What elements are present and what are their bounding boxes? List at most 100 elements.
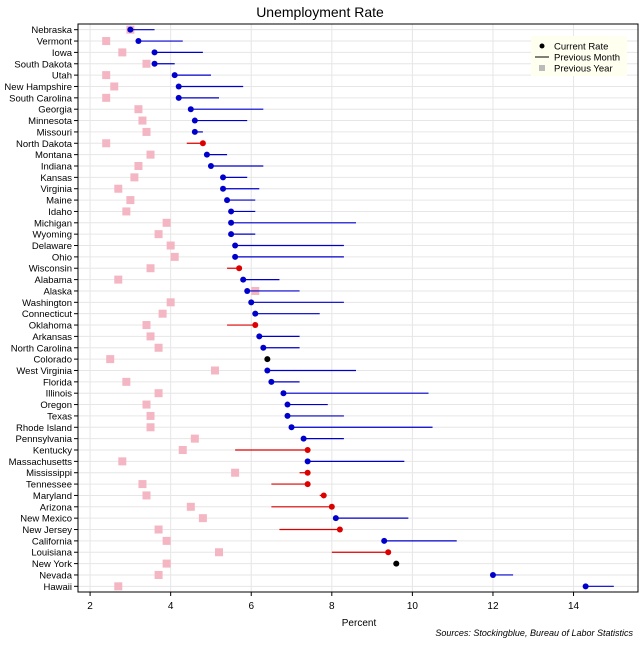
- current-rate-dot: [228, 231, 235, 238]
- current-rate-dot: [284, 412, 291, 419]
- previous-year-marker: [210, 366, 219, 375]
- legend-dot-marker: [539, 43, 545, 49]
- y-tick-label: Michigan: [34, 218, 72, 229]
- source-note: Sources: Stockingblue, Bureau of Labor S…: [435, 628, 633, 638]
- x-tick-label: 10: [407, 601, 419, 612]
- current-rate-dot: [304, 458, 311, 465]
- current-rate-dot: [228, 208, 235, 215]
- previous-year-marker: [158, 309, 167, 318]
- previous-year-marker: [170, 252, 179, 261]
- current-rate-dot: [151, 60, 158, 67]
- current-rate-dot: [260, 344, 267, 351]
- current-rate-dot: [240, 276, 247, 283]
- previous-year-marker: [154, 570, 163, 579]
- x-tick-label: 2: [87, 601, 93, 612]
- previous-year-marker: [102, 71, 111, 80]
- current-rate-dot: [220, 174, 227, 181]
- x-axis-label: Percent: [342, 618, 377, 629]
- current-rate-dot: [203, 151, 210, 158]
- y-tick-label: Connecticut: [22, 309, 73, 320]
- y-tick-label: Alaska: [43, 286, 72, 297]
- y-tick-label: New Hampshire: [4, 82, 72, 93]
- previous-year-marker: [114, 582, 123, 591]
- y-tick-label: West Virginia: [16, 366, 72, 377]
- current-rate-dot: [127, 26, 134, 33]
- current-rate-dot: [300, 435, 307, 442]
- y-tick-label: Oregon: [40, 400, 72, 411]
- y-tick-label: Maine: [46, 196, 72, 207]
- current-rate-dot: [199, 140, 206, 147]
- y-tick-label: Kentucky: [33, 446, 72, 457]
- previous-year-marker: [186, 502, 195, 511]
- previous-year-marker: [198, 514, 207, 523]
- y-tick-label: Mississippi: [26, 468, 72, 479]
- previous-year-marker: [142, 127, 151, 136]
- current-rate-dot: [393, 560, 400, 567]
- current-rate-dot: [264, 367, 271, 374]
- y-tick-label: North Dakota: [16, 139, 73, 150]
- previous-year-marker: [126, 196, 135, 205]
- current-rate-dot: [175, 83, 182, 90]
- previous-year-marker: [130, 173, 139, 182]
- previous-year-marker: [134, 105, 143, 114]
- current-rate-dot: [582, 583, 589, 590]
- current-rate-dot: [264, 356, 271, 363]
- current-rate-dot: [220, 185, 227, 192]
- current-rate-dot: [191, 128, 198, 135]
- y-tick-label: Pennsylvania: [15, 434, 72, 445]
- y-tick-label: California: [32, 536, 73, 547]
- y-tick-label: Alabama: [35, 275, 73, 286]
- previous-year-marker: [154, 343, 163, 352]
- y-tick-label: Wisconsin: [29, 264, 72, 275]
- current-rate-dot: [228, 219, 235, 226]
- y-tick-label: Florida: [43, 377, 73, 388]
- current-rate-dot: [175, 94, 182, 101]
- y-tick-label: Nevada: [39, 570, 72, 581]
- previous-year-marker: [106, 355, 115, 364]
- previous-year-marker: [162, 536, 171, 545]
- y-tick-label: Vermont: [37, 37, 73, 48]
- previous-year-marker: [162, 559, 171, 568]
- x-tick-label: 4: [168, 601, 174, 612]
- y-tick-label: Indiana: [41, 162, 73, 173]
- previous-year-marker: [146, 332, 155, 341]
- current-rate-dot: [151, 49, 158, 56]
- y-tick-label: New Jersey: [22, 525, 72, 536]
- current-rate-dot: [381, 537, 388, 544]
- current-rate-dot: [171, 72, 178, 79]
- current-rate-dot: [336, 526, 343, 533]
- previous-year-marker: [142, 59, 151, 68]
- x-tick-label: 12: [487, 601, 499, 612]
- y-tick-label: Wyoming: [32, 230, 72, 241]
- previous-year-marker: [110, 82, 119, 91]
- current-rate-dot: [187, 106, 194, 113]
- y-tick-label: Washington: [22, 298, 72, 309]
- y-tick-label: Idaho: [48, 207, 72, 218]
- previous-year-marker: [154, 389, 163, 398]
- y-tick-label: South Carolina: [9, 93, 73, 104]
- previous-year-marker: [114, 275, 123, 284]
- current-rate-dot: [232, 242, 239, 249]
- y-tick-label: Missouri: [37, 127, 72, 138]
- previous-year-marker: [146, 411, 155, 420]
- current-rate-dot: [252, 322, 259, 329]
- y-tick-label: Georgia: [38, 105, 73, 116]
- current-rate-dot: [248, 299, 255, 306]
- current-rate-dot: [252, 310, 259, 317]
- y-tick-label: Hawaii: [43, 582, 72, 593]
- x-tick-label: 6: [248, 601, 254, 612]
- previous-year-marker: [138, 480, 147, 489]
- plot-frame: [77, 23, 639, 593]
- current-rate-dot: [332, 515, 339, 522]
- previous-year-marker: [142, 321, 151, 330]
- current-rate-dot: [256, 333, 263, 340]
- y-tick-label: Virginia: [40, 184, 72, 195]
- y-tick-label: Colorado: [33, 355, 72, 366]
- current-rate-dot: [224, 197, 231, 204]
- current-rate-dot: [280, 390, 287, 397]
- previous-year-marker: [215, 548, 224, 557]
- legend-label: Previous Year: [554, 64, 613, 75]
- current-rate-dot: [304, 447, 311, 453]
